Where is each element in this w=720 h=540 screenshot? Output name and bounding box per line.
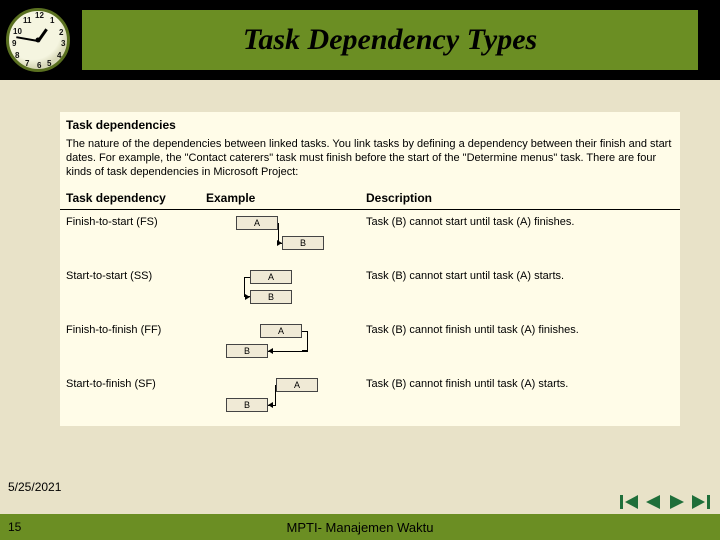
clock-num-8: 8 <box>15 51 19 60</box>
task-a-box: A <box>260 324 302 338</box>
clock-num-4: 4 <box>57 51 61 60</box>
clock-num-6: 6 <box>37 61 41 70</box>
dependency-description: Task (B) cannot start until task (A) sta… <box>360 264 680 318</box>
slide-number: 15 <box>8 520 21 534</box>
clock-num-1: 1 <box>50 16 54 25</box>
task-a-box: A <box>276 378 318 392</box>
clock-num-10: 10 <box>13 27 22 36</box>
table-row: Finish-to-finish (FF)ABTask (B) cannot f… <box>60 318 680 372</box>
nav-next-icon[interactable] <box>668 495 686 514</box>
footer-bar: MPTI- Manajemen Waktu <box>0 514 720 540</box>
dependency-diagram: AB <box>206 324 346 362</box>
clock-center <box>36 38 41 43</box>
clock-num-2: 2 <box>59 28 63 37</box>
col-description: Description <box>360 187 680 210</box>
dependency-example: AB <box>200 318 360 372</box>
dependency-name: Finish-to-finish (FF) <box>60 318 200 372</box>
dependency-table: Task dependency Example Description Fini… <box>60 187 680 426</box>
task-b-box: B <box>226 398 268 412</box>
dependency-diagram: AB <box>206 216 346 254</box>
clock-num-9: 9 <box>12 39 16 48</box>
dependency-example: AB <box>200 264 360 318</box>
slide-title: Task Dependency Types <box>243 23 537 57</box>
task-b-box: B <box>226 344 268 358</box>
dependency-name: Start-to-finish (SF) <box>60 372 200 426</box>
col-example: Example <box>200 187 360 210</box>
nav-last-icon[interactable] <box>692 495 710 514</box>
dependency-description: Task (B) cannot finish until task (A) st… <box>360 372 680 426</box>
clock-num-11: 11 <box>23 16 31 25</box>
clock-num-7: 7 <box>25 59 29 68</box>
table-row: Finish-to-start (FS)ABTask (B) cannot st… <box>60 210 680 265</box>
header-band: 12 1 2 3 4 5 6 7 8 9 10 11 Task Dependen… <box>0 0 720 80</box>
dependency-example: AB <box>200 372 360 426</box>
clock-num-3: 3 <box>61 39 65 48</box>
dependency-description: Task (B) cannot start until task (A) fin… <box>360 210 680 265</box>
dependency-diagram: AB <box>206 270 346 308</box>
footer-date: 5/25/2021 <box>8 480 61 494</box>
nav-controls <box>620 495 710 514</box>
nav-first-icon[interactable] <box>620 495 638 514</box>
task-a-box: A <box>236 216 278 230</box>
dependency-example: AB <box>200 210 360 265</box>
nav-prev-icon[interactable] <box>644 495 662 514</box>
table-row: Start-to-start (SS)ABTask (B) cannot sta… <box>60 264 680 318</box>
dependency-description: Task (B) cannot finish until task (A) fi… <box>360 318 680 372</box>
dependency-name: Start-to-start (SS) <box>60 264 200 318</box>
intro-text: The nature of the dependencies between l… <box>60 136 680 187</box>
title-box: Task Dependency Types <box>82 10 698 70</box>
clock-num-5: 5 <box>47 59 51 68</box>
table-row: Start-to-finish (SF)ABTask (B) cannot fi… <box>60 372 680 426</box>
dependency-diagram: AB <box>206 378 346 416</box>
task-b-box: B <box>250 290 292 304</box>
col-dependency: Task dependency <box>60 187 200 210</box>
clock-icon: 12 1 2 3 4 5 6 7 8 9 10 11 <box>6 8 70 72</box>
footer-text: MPTI- Manajemen Waktu <box>287 520 434 535</box>
section-title: Task dependencies <box>60 112 680 136</box>
clock-num-12: 12 <box>35 11 44 20</box>
content-panel: Task dependencies The nature of the depe… <box>60 112 680 426</box>
dependency-name: Finish-to-start (FS) <box>60 210 200 265</box>
task-b-box: B <box>282 236 324 250</box>
task-a-box: A <box>250 270 292 284</box>
